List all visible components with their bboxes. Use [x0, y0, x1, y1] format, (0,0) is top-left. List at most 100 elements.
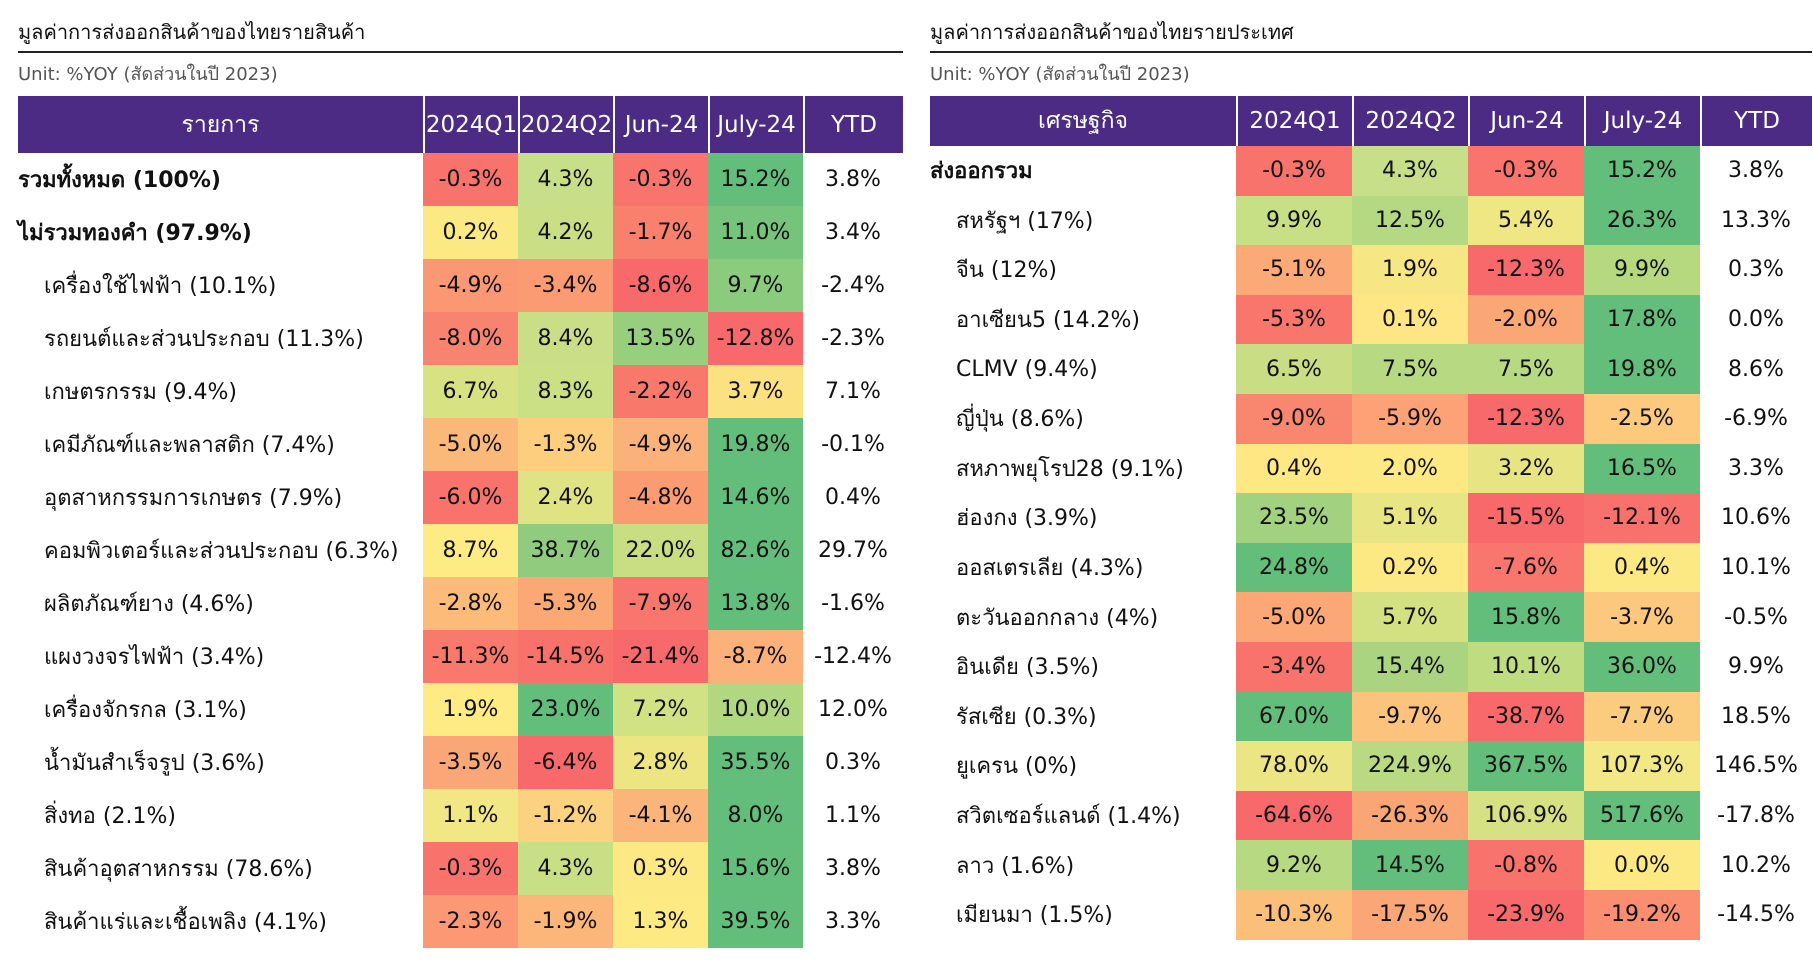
heat-cell: 6.5% [1236, 344, 1352, 394]
heat-cell: -0.3% [423, 153, 518, 206]
ytd-cell: 3.3% [1700, 443, 1812, 494]
heat-cell: -17.5% [1352, 889, 1468, 940]
heat-cell: -5.3% [518, 577, 613, 630]
heat-cell: 19.8% [708, 418, 803, 471]
ytd-cell: 146.5% [1700, 741, 1812, 791]
table-row: อาเซียน5 (14.2%) -5.3% 0.1% -2.0% 17.8% 0.0% [930, 294, 1812, 345]
heat-cell: -1.2% [518, 789, 613, 842]
heat-cell: 15.2% [708, 153, 803, 206]
heat-cell: 9.9% [1236, 195, 1352, 246]
heat-cell: 12.5% [1352, 195, 1468, 246]
table-row: ส่งออกรวม -0.3% 4.3% -0.3% 15.2% 3.8% [930, 146, 1812, 196]
heat-cell: 3.2% [1468, 443, 1584, 494]
heat-cell: -0.3% [1236, 146, 1352, 196]
ytd-cell: 29.7% [803, 524, 903, 577]
heat-cell: 0.1% [1352, 294, 1468, 345]
ytd-cell: -17.8% [1700, 790, 1812, 841]
ytd-cell: 12.0% [803, 683, 903, 736]
heat-cell: 23.0% [518, 683, 613, 736]
heat-cell: -6.4% [518, 736, 613, 789]
heat-cell: 10.1% [1468, 641, 1584, 692]
heat-cell: 0.0% [1584, 840, 1700, 890]
heat-cell: 24.8% [1236, 542, 1352, 593]
ytd-cell: -12.4% [803, 630, 903, 683]
ytd-cell: 10.1% [1700, 542, 1812, 593]
heat-cell: 5.4% [1468, 195, 1584, 246]
heat-cell: 15.6% [708, 842, 803, 895]
heat-cell: 36.0% [1584, 641, 1700, 692]
heat-cell: 23.5% [1236, 493, 1352, 543]
heat-cell: 0.4% [1236, 443, 1352, 494]
heat-cell: -7.7% [1584, 691, 1700, 742]
column-header: 2024Q2 [518, 96, 613, 153]
heat-cell: -5.0% [1236, 592, 1352, 642]
heat-cell: 26.3% [1584, 195, 1700, 246]
heat-cell: 4.2% [518, 206, 613, 259]
heat-cell: -3.5% [423, 736, 518, 789]
heat-cell: -15.5% [1468, 493, 1584, 543]
heat-cell: 1.9% [423, 683, 518, 736]
heat-cell: -0.3% [1468, 146, 1584, 196]
row-label: ยูเครน (0%) [930, 741, 1236, 791]
ytd-cell: 1.1% [803, 789, 903, 842]
row-label: CLMV (9.4%) [930, 344, 1236, 394]
table-row: ไม่รวมทองคำ (97.9%) 0.2% 4.2% -1.7% 11.0% 3.4… [18, 206, 903, 259]
column-header: Jun-24 [613, 96, 708, 153]
table-row: สหภาพยุโรป28 (9.1%) 0.4% 2.0% 3.2% 16.5% 3.3% [930, 443, 1812, 494]
column-header: 2024Q2 [1352, 96, 1468, 146]
header-row: เศรษฐกิจ 2024Q1 2024Q2 Jun-24 July-24 YTD [930, 96, 1812, 146]
heat-cell: -1.9% [518, 895, 613, 948]
table-row: ลาว (1.6%) 9.2% 14.5% -0.8% 0.0% 10.2% [930, 840, 1812, 890]
heat-cell: -2.0% [1468, 294, 1584, 345]
heat-cell: -7.6% [1468, 542, 1584, 593]
ytd-cell: 9.9% [1700, 641, 1812, 692]
heat-cell: 17.8% [1584, 294, 1700, 345]
heat-cell: 6.7% [423, 365, 518, 418]
heat-cell: 10.0% [708, 683, 803, 736]
heat-cell: -5.9% [1352, 393, 1468, 444]
row-label: เกษตรกรรม (9.4%) [18, 365, 423, 418]
ytd-cell: -0.1% [803, 418, 903, 471]
table-row: เมียนมา (1.5%) -10.3% -17.5% -23.9% -19.2% -1… [930, 889, 1812, 940]
column-header: รายการ [18, 96, 423, 153]
heat-cell: 9.2% [1236, 840, 1352, 890]
table-row: เครื่องใช้ไฟฟ้า (10.1%) -4.9% -3.4% -8.6% 9.… [18, 259, 903, 312]
heat-cell: -4.9% [423, 259, 518, 312]
ytd-cell: 18.5% [1700, 691, 1812, 742]
table-row: แผงวงจรไฟฟ้า (3.4%) -11.3% -14.5% -21.4% -8.… [18, 630, 903, 683]
heat-cell: -5.0% [423, 418, 518, 471]
ytd-cell: -2.4% [803, 259, 903, 312]
table-row: ตะวันออกกลาง (4%) -5.0% 5.7% 15.8% -3.7% -0.5… [930, 592, 1812, 642]
table-row: รวมทั้งหมด (100%) -0.3% 4.3% -0.3% 15.2% 3.8% [18, 153, 903, 206]
row-label: ไม่รวมทองคำ (97.9%) [18, 206, 423, 259]
heat-cell: -8.6% [613, 259, 708, 312]
heat-cell: -0.3% [423, 842, 518, 895]
heat-cell: 0.2% [1352, 542, 1468, 593]
ytd-cell: -0.5% [1700, 592, 1812, 642]
heat-cell: 13.8% [708, 577, 803, 630]
heat-cell: 0.4% [1584, 542, 1700, 593]
row-label: เครื่องจักรกล (3.1%) [18, 683, 423, 736]
heat-cell: 4.3% [518, 153, 613, 206]
ytd-cell: -6.9% [1700, 393, 1812, 444]
heat-cell: 517.6% [1584, 790, 1700, 841]
ytd-cell: 3.8% [1700, 146, 1812, 196]
heat-cell: -3.4% [518, 259, 613, 312]
row-label: สหภาพยุโรป28 (9.1%) [930, 443, 1236, 494]
heat-cell: 1.9% [1352, 245, 1468, 295]
heat-cell: 4.3% [518, 842, 613, 895]
heat-cell: -8.0% [423, 312, 518, 365]
heat-cell: -4.9% [613, 418, 708, 471]
ytd-cell: -1.6% [803, 577, 903, 630]
heat-cell: 2.0% [1352, 443, 1468, 494]
row-label: สินค้าแร่และเชื้อเพลิง (4.1%) [18, 895, 423, 948]
column-header: YTD [1700, 96, 1812, 146]
heat-cell: 106.9% [1468, 790, 1584, 841]
heat-cell: -12.3% [1468, 245, 1584, 295]
heat-cell: 5.7% [1352, 592, 1468, 642]
row-label: ลาว (1.6%) [930, 840, 1236, 890]
heat-cell: 11.0% [708, 206, 803, 259]
panel-title: มูลค่าการส่งออกสินค้าของไทยรายสินค้า [18, 20, 366, 44]
row-label: อุตสาหกรรมการเกษตร (7.9%) [18, 471, 423, 524]
header-row: รายการ 2024Q1 2024Q2 Jun-24 July-24 YTD [18, 96, 903, 153]
